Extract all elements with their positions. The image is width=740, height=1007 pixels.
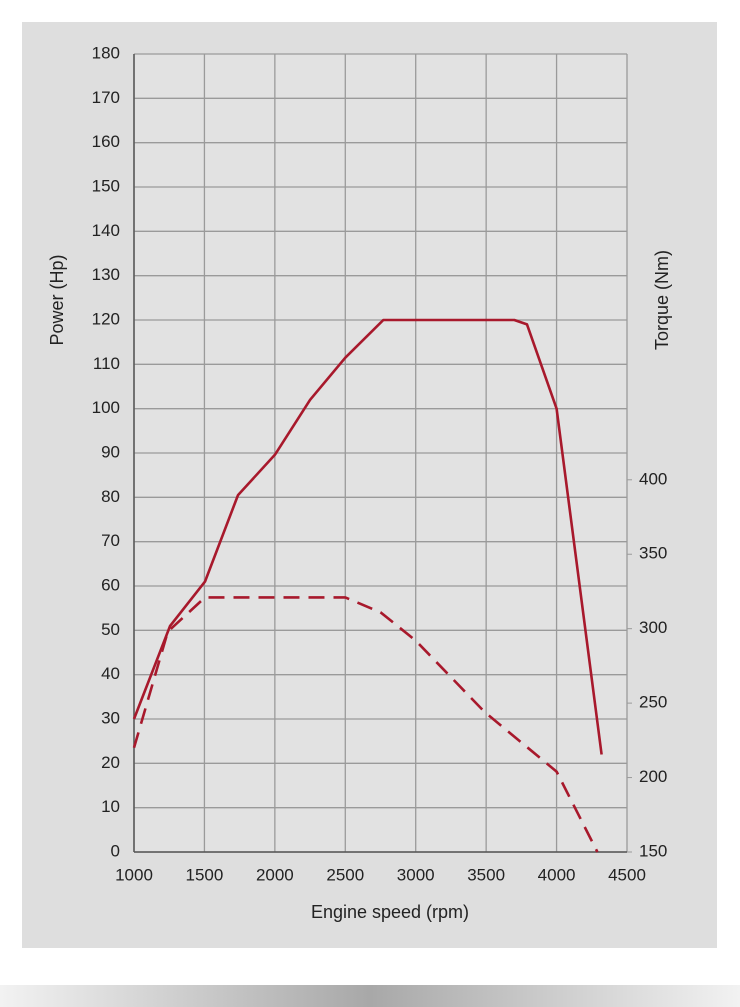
y-tick-label: 40 — [101, 664, 120, 683]
x-tick-label: 4000 — [538, 865, 576, 884]
y-tick-label: 170 — [92, 88, 120, 107]
y-tick-label: 20 — [101, 753, 120, 772]
y2-tick-label: 400 — [639, 469, 667, 488]
y-tick-label: 70 — [101, 531, 120, 550]
y-tick-label: 140 — [92, 221, 120, 240]
y2-tick-label: 300 — [639, 618, 667, 637]
y-tick-label: 120 — [92, 309, 120, 328]
y-tick-label: 130 — [92, 265, 120, 284]
y-tick-label: 160 — [92, 132, 120, 151]
x-tick-label: 1000 — [115, 865, 153, 884]
x-tick-label: 4500 — [608, 865, 646, 884]
y2-tick-label: 150 — [639, 841, 667, 860]
x-tick-label: 3500 — [467, 865, 505, 884]
series-line — [132, 318, 603, 755]
y-tick-label: 80 — [101, 487, 120, 506]
y-tick-label: 150 — [92, 176, 120, 195]
x-tick-label: 1500 — [186, 865, 224, 884]
y2-tick-label: 350 — [639, 544, 667, 563]
y-tick-label: 90 — [101, 442, 120, 461]
x-axis-label: Engine speed (rpm) — [311, 902, 469, 922]
y-axis-label: Power (Hp) — [47, 254, 67, 345]
y2-axis-label: Torque (Nm) — [652, 250, 672, 350]
y-tick-label: 30 — [101, 708, 120, 727]
y-tick-label: 10 — [101, 797, 120, 816]
y-tick-label: 60 — [101, 575, 120, 594]
y-tick-label: 110 — [93, 354, 120, 373]
x-tick-label: 3000 — [397, 865, 435, 884]
x-tick-label: 2000 — [256, 865, 294, 884]
x-tick-label: 2500 — [326, 865, 364, 884]
y-tick-label: 0 — [111, 841, 120, 860]
bottom-shade — [0, 985, 740, 1007]
y-tick-label: 180 — [92, 43, 120, 62]
y-tick-label: 50 — [101, 620, 120, 639]
series-line — [132, 596, 599, 853]
y-tick-label: 100 — [92, 398, 120, 417]
y2-tick-label: 200 — [639, 767, 667, 786]
y2-tick-label: 250 — [639, 693, 667, 712]
